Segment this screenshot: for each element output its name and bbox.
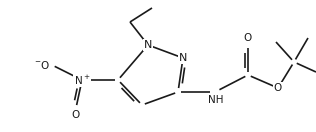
Text: N: N xyxy=(179,53,187,63)
Text: O: O xyxy=(72,110,80,120)
Text: NH: NH xyxy=(208,95,224,105)
Text: O: O xyxy=(244,33,252,43)
Text: N$^+$: N$^+$ xyxy=(74,73,90,87)
Text: $^{-}$O: $^{-}$O xyxy=(34,59,50,71)
Text: O: O xyxy=(274,83,282,93)
Text: N: N xyxy=(144,40,152,50)
